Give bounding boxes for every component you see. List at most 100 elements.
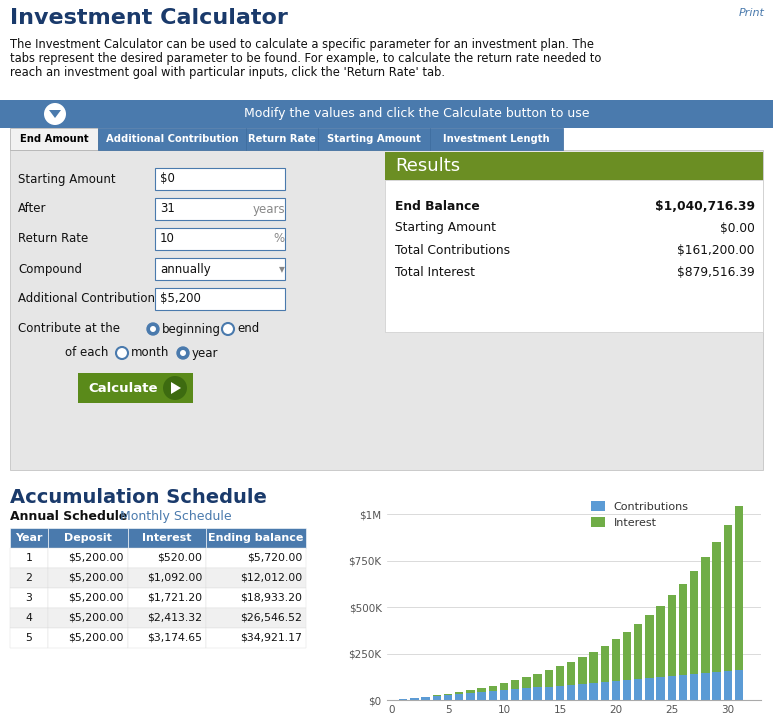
Text: $18,933.20: $18,933.20 [240,593,302,603]
Text: end: end [237,322,259,335]
Circle shape [44,103,66,125]
Text: $879,516.39: $879,516.39 [677,266,755,279]
Bar [246,128,318,150]
Text: $1,040,716.39: $1,040,716.39 [655,200,755,213]
Text: Ending balance: Ending balance [208,533,304,543]
Bar [567,662,575,684]
Text: Additional Contribution: Additional Contribution [18,292,155,305]
Bar [155,258,285,280]
Bar [656,677,665,700]
Polygon shape [171,382,181,394]
Bar [511,689,519,700]
Text: $1,092.00: $1,092.00 [147,573,202,583]
Text: Calculate: Calculate [88,381,158,394]
Bar [701,557,710,673]
Circle shape [177,347,189,359]
Text: $5,200: $5,200 [160,292,201,305]
Bar [10,548,48,568]
Text: Interest: Interest [142,533,192,543]
Circle shape [163,376,187,400]
Text: $12,012.00: $12,012.00 [240,573,302,583]
Bar [10,128,98,150]
Text: Additional Contribution: Additional Contribution [106,134,238,144]
Text: Year: Year [15,533,43,543]
Bar [611,639,620,681]
Bar [466,694,475,700]
Bar [645,678,654,700]
Text: Compound: Compound [18,263,82,276]
Bar [735,670,743,700]
Bar [155,228,285,250]
Circle shape [150,326,156,332]
Text: Total Contributions: Total Contributions [395,243,510,256]
Text: of each: of each [65,347,108,360]
Bar [589,651,598,683]
Bar [478,688,485,692]
Bar [155,288,285,310]
Bar [645,615,654,678]
Circle shape [180,350,186,356]
Bar [206,528,306,548]
Bar [421,697,430,700]
Text: Print: Print [739,8,765,18]
Text: Modify the values and click the Calculate button to use: Modify the values and click the Calculat… [243,108,589,121]
Bar [656,606,665,677]
Bar [206,588,306,608]
Text: $2,413.32: $2,413.32 [147,613,202,623]
Text: Starting Amount: Starting Amount [18,172,116,185]
Text: ▾: ▾ [279,263,285,276]
Text: The Investment Calculator can be used to calculate a specific parameter for an i: The Investment Calculator can be used to… [10,38,594,51]
Bar [48,528,128,548]
Bar [0,100,773,128]
Bar [128,588,206,608]
Text: 4: 4 [26,613,32,623]
Text: tabs represent the desired parameter to be found. For example, to calculate the : tabs represent the desired parameter to … [10,52,601,65]
Bar [128,528,206,548]
Polygon shape [49,110,61,118]
Text: Return Rate: Return Rate [18,233,88,246]
Text: Starting Amount: Starting Amount [395,221,496,235]
Bar [128,608,206,628]
Text: After: After [18,202,46,215]
Bar [128,548,206,568]
Bar [78,373,193,403]
Bar [455,692,464,694]
Bar [128,628,206,648]
Text: $0: $0 [160,172,175,185]
Bar [735,506,743,670]
Bar [601,681,609,700]
Bar [48,568,128,588]
Bar [489,691,497,700]
Bar [500,683,508,691]
Bar [385,152,763,180]
Bar [444,695,452,700]
Circle shape [147,323,159,335]
Bar [523,677,530,689]
Bar [511,681,519,689]
Bar [128,568,206,588]
Text: month: month [131,347,169,360]
Text: $0.00: $0.00 [720,221,755,235]
Bar [634,624,642,679]
Bar [10,150,763,470]
Bar [701,673,710,700]
Bar [399,699,407,700]
Text: $3,174.65: $3,174.65 [147,633,202,643]
Text: beginning: beginning [162,322,221,335]
Text: Investment Calculator: Investment Calculator [10,8,288,28]
Text: Total Interest: Total Interest [395,266,475,279]
Text: Contribute at the: Contribute at the [18,322,120,335]
Bar [724,525,732,671]
Bar [589,683,598,700]
Text: Deposit: Deposit [64,533,112,543]
Bar [679,584,687,675]
Text: Monthly Schedule: Monthly Schedule [120,510,232,523]
Bar [567,684,575,700]
Bar [556,686,564,700]
Text: End Balance: End Balance [395,200,480,213]
Text: Starting Amount: Starting Amount [327,134,421,144]
Bar [98,128,246,150]
Bar [523,689,530,700]
Text: $5,200.00: $5,200.00 [69,613,124,623]
Bar [48,588,128,608]
